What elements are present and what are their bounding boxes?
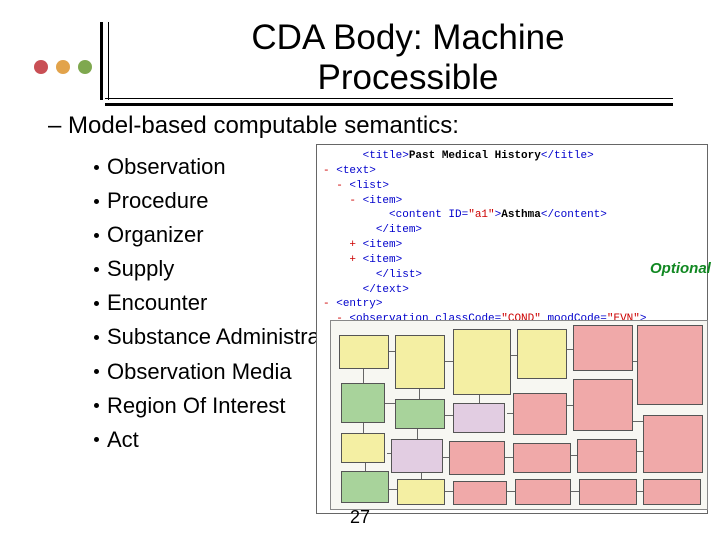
diagram-box [637, 325, 703, 405]
diagram-connector [445, 361, 453, 362]
diagram-connector [363, 369, 364, 383]
diagram-connector [567, 349, 573, 350]
bullet-label: Observation [107, 150, 226, 184]
diagram-box [643, 479, 701, 505]
uml-diagram [330, 320, 708, 510]
diagram-connector [419, 389, 420, 399]
diagram-box [573, 325, 633, 371]
diagram-connector [363, 423, 364, 433]
diagram-box [517, 329, 567, 379]
header-dot [34, 60, 48, 74]
bullet-label: Organizer [107, 218, 204, 252]
subtitle: – Model-based computable semantics: [48, 112, 459, 140]
diagram-box [339, 335, 389, 369]
diagram-box [341, 433, 385, 463]
diagram-connector [389, 489, 397, 490]
diagram-box [513, 393, 567, 435]
diagram-box [577, 439, 637, 473]
header-rule-vert-thin [108, 22, 109, 100]
diagram-connector [507, 491, 515, 492]
bullet-dot-icon [94, 403, 99, 408]
bullet-dot-icon [94, 335, 99, 340]
slide: CDA Body: Machine Processible – Model-ba… [0, 0, 720, 540]
diagram-connector [571, 491, 579, 492]
diagram-box [341, 471, 389, 503]
bullet-label: Region Of Interest [107, 389, 286, 423]
diagram-box [453, 403, 505, 433]
diagram-box [573, 379, 633, 431]
diagram-connector [421, 473, 422, 479]
bullet-label: Act [107, 423, 139, 457]
bullet-dot-icon [94, 165, 99, 170]
bullet-dot-icon [94, 369, 99, 374]
diagram-connector [511, 355, 517, 356]
diagram-connector [389, 351, 395, 352]
header-rule-vert-thick [100, 22, 103, 100]
diagram-connector [567, 405, 573, 406]
diagram-box [513, 443, 571, 473]
subtitle-text: Model-based computable semantics: [68, 112, 459, 139]
diagram-box [395, 335, 445, 389]
diagram-box [515, 479, 571, 505]
diagram-connector [387, 453, 391, 454]
diagram-box [341, 383, 385, 423]
diagram-connector [633, 361, 637, 362]
header-rule-horz-thin [105, 98, 673, 99]
bullet-label: Supply [107, 252, 174, 286]
optional-label: Optional [650, 260, 711, 277]
slide-title: CDA Body: Machine Processible [168, 18, 648, 98]
diagram-connector [633, 421, 643, 422]
bullet-label: Procedure [107, 184, 209, 218]
page-number: 27 [0, 507, 720, 528]
diagram-connector [445, 415, 453, 416]
bullet-dot-icon [94, 233, 99, 238]
diagram-connector [479, 395, 480, 403]
diagram-connector [637, 491, 643, 492]
diagram-box [453, 481, 507, 505]
header-rule-horz-thick [105, 103, 673, 106]
diagram-connector [571, 455, 577, 456]
diagram-connector [637, 451, 643, 452]
bullet-dot-icon [94, 437, 99, 442]
bullet-label: Observation Media [107, 355, 292, 389]
diagram-connector [417, 429, 418, 439]
diagram-box [449, 441, 505, 475]
diagram-connector [385, 403, 395, 404]
subtitle-bullet: – [48, 112, 61, 139]
header-dot [78, 60, 92, 74]
header-dot [56, 60, 70, 74]
diagram-box [579, 479, 637, 505]
diagram-connector [507, 413, 513, 414]
diagram-connector [443, 457, 449, 458]
diagram-box [395, 399, 445, 429]
bullet-label: Encounter [107, 286, 207, 320]
diagram-connector [365, 463, 366, 471]
diagram-box [397, 479, 445, 505]
diagram-box [453, 329, 511, 395]
bullet-dot-icon [94, 301, 99, 306]
diagram-box [391, 439, 443, 473]
header-dots [34, 60, 92, 74]
diagram-connector [505, 457, 513, 458]
bullet-dot-icon [94, 199, 99, 204]
xml-code-text: <title>Past Medical History</title> - <t… [317, 145, 707, 331]
diagram-connector [445, 491, 453, 492]
diagram-box [643, 415, 703, 473]
bullet-dot-icon [94, 267, 99, 272]
